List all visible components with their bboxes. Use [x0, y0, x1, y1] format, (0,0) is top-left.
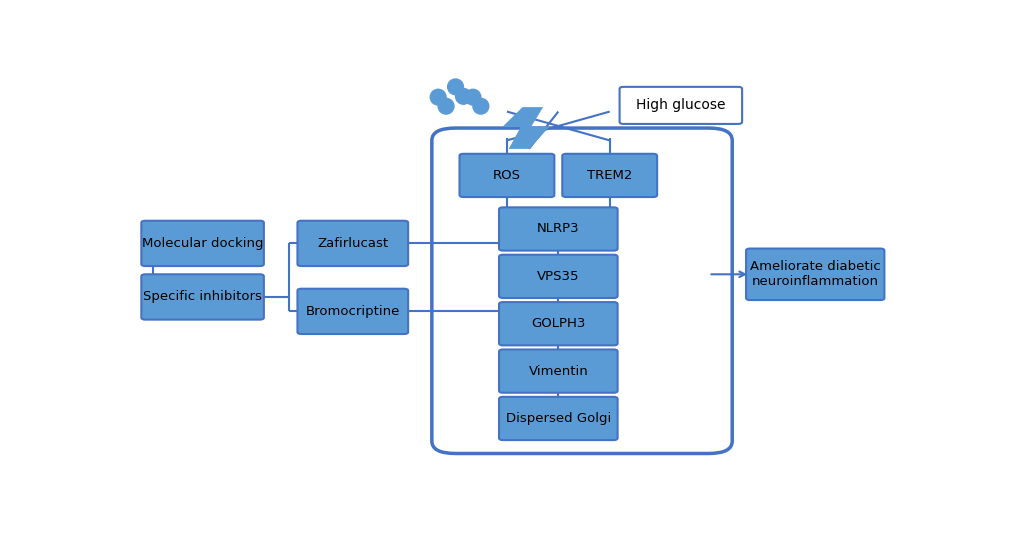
- Ellipse shape: [455, 88, 471, 104]
- FancyBboxPatch shape: [431, 128, 732, 454]
- Text: High glucose: High glucose: [636, 98, 725, 112]
- Ellipse shape: [473, 98, 488, 114]
- Text: Bromocriptine: Bromocriptine: [306, 305, 399, 318]
- Ellipse shape: [465, 89, 480, 105]
- FancyBboxPatch shape: [298, 289, 408, 334]
- Text: Zafirlucast: Zafirlucast: [317, 237, 388, 250]
- FancyBboxPatch shape: [298, 221, 408, 266]
- FancyBboxPatch shape: [142, 274, 264, 319]
- FancyBboxPatch shape: [745, 249, 883, 300]
- FancyBboxPatch shape: [142, 221, 264, 266]
- Text: Dispersed Golgi: Dispersed Golgi: [505, 412, 610, 425]
- FancyBboxPatch shape: [498, 349, 618, 393]
- Ellipse shape: [438, 98, 453, 114]
- FancyBboxPatch shape: [459, 154, 554, 197]
- Text: Specific inhibitors: Specific inhibitors: [143, 291, 262, 303]
- Polygon shape: [502, 108, 548, 149]
- Text: VPS35: VPS35: [537, 270, 579, 283]
- FancyBboxPatch shape: [498, 208, 618, 250]
- FancyBboxPatch shape: [498, 397, 618, 440]
- Text: Vimentin: Vimentin: [528, 365, 588, 378]
- Ellipse shape: [430, 89, 445, 105]
- Text: Ameliorate diabetic
neuroinflammation: Ameliorate diabetic neuroinflammation: [749, 261, 879, 288]
- Text: ROS: ROS: [492, 169, 521, 182]
- FancyBboxPatch shape: [498, 255, 618, 298]
- Text: TREM2: TREM2: [587, 169, 632, 182]
- FancyBboxPatch shape: [498, 302, 618, 346]
- FancyBboxPatch shape: [619, 87, 742, 124]
- FancyBboxPatch shape: [561, 154, 656, 197]
- Text: GOLPH3: GOLPH3: [531, 317, 585, 330]
- Text: Molecular docking: Molecular docking: [142, 237, 263, 250]
- Text: NLRP3: NLRP3: [536, 223, 579, 235]
- Ellipse shape: [447, 79, 463, 95]
